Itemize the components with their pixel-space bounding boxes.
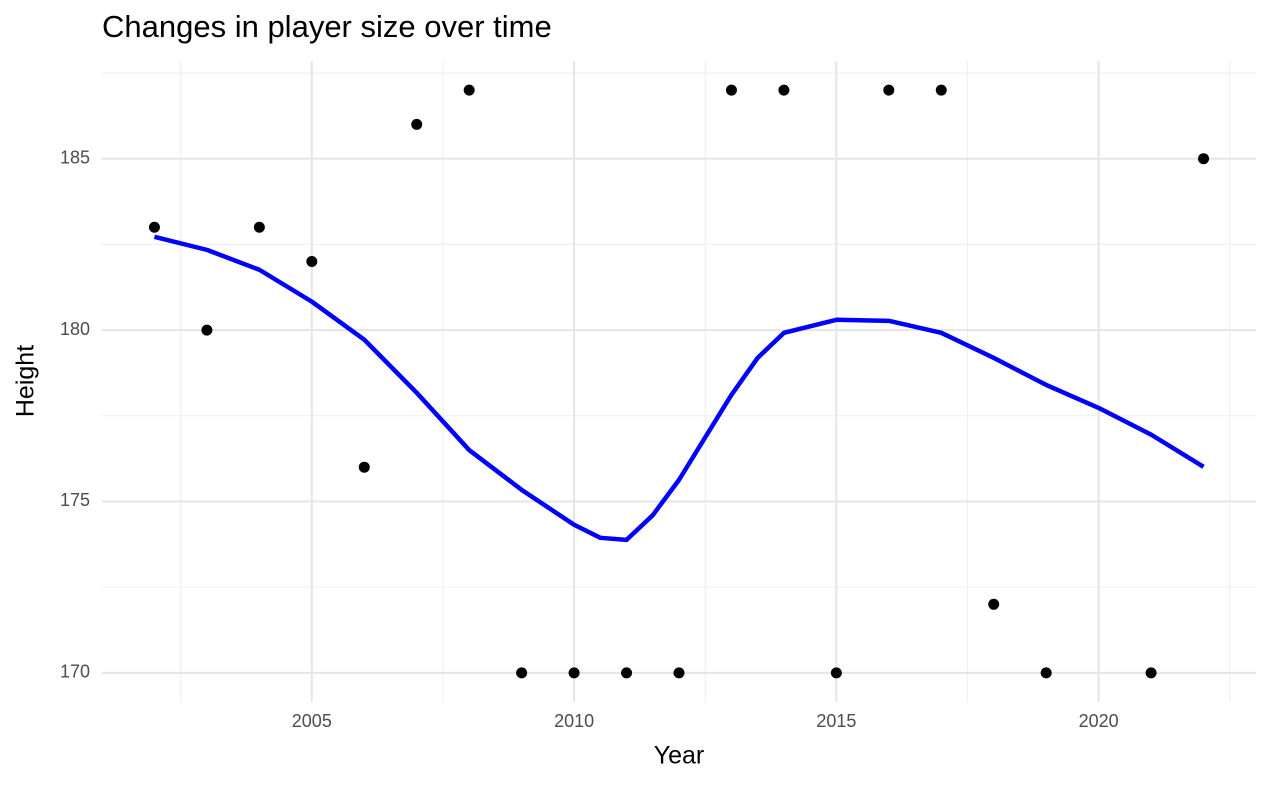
y-axis-title: Height (12, 345, 40, 417)
point (935, 84, 947, 96)
x-tick-label: 2015 (816, 711, 856, 731)
y-tick-label: 180 (60, 319, 90, 339)
x-tick-label: 2005 (292, 711, 332, 731)
point (1040, 667, 1052, 679)
point (253, 221, 265, 233)
point (725, 84, 737, 96)
point (148, 221, 160, 233)
point (463, 84, 475, 96)
point (778, 84, 790, 96)
point (830, 667, 842, 679)
x-tick-label: 2020 (1079, 711, 1119, 731)
point (1145, 667, 1157, 679)
point (673, 667, 685, 679)
point (358, 461, 370, 473)
point (306, 256, 318, 268)
y-tick-label: 175 (60, 490, 90, 510)
point (411, 118, 423, 130)
smooth-line (153, 234, 1205, 543)
point (621, 667, 633, 679)
point (516, 667, 528, 679)
point (568, 667, 580, 679)
x-axis-title: Year (654, 742, 705, 770)
chart-title: Changes in player size over time (102, 9, 552, 44)
point (201, 324, 213, 336)
x-tick-label: 2010 (554, 711, 594, 731)
point (988, 598, 1000, 610)
y-tick-label: 185 (60, 147, 90, 167)
point (883, 84, 895, 96)
y-tick-label: 170 (60, 662, 90, 682)
point (1198, 153, 1210, 165)
